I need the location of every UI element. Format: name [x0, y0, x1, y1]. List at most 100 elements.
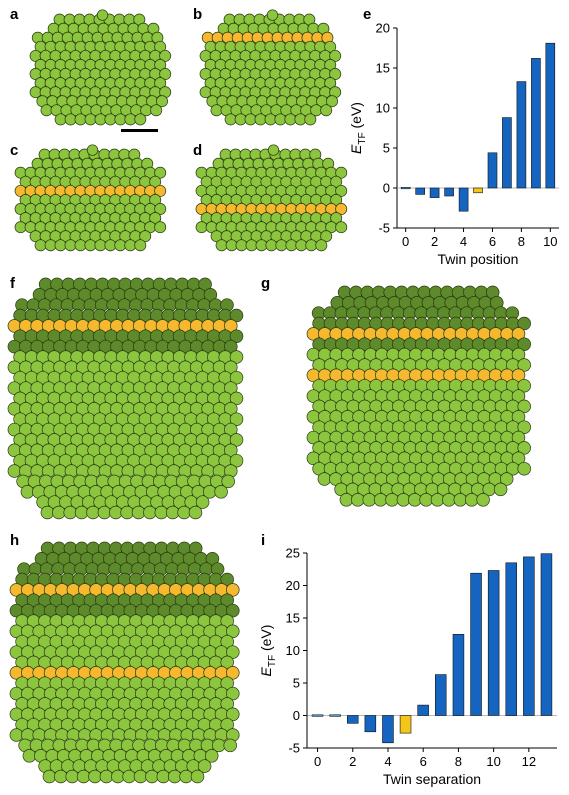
- bar-i-12: [523, 556, 535, 716]
- atom: [215, 239, 228, 252]
- panel-label-d: d: [193, 142, 203, 159]
- cluster-d: [195, 144, 348, 252]
- atom: [499, 472, 514, 486]
- y-tick-label: 15: [286, 611, 300, 626]
- bar-e-6: [487, 152, 498, 189]
- atom: [265, 239, 278, 252]
- atom: [64, 239, 77, 252]
- bar-i-7: [435, 674, 447, 716]
- panel-label-b: b: [193, 6, 203, 23]
- atom: [54, 769, 68, 784]
- atom: [396, 493, 411, 507]
- y-tick-label: 0: [293, 708, 300, 723]
- y-tick-label: -5: [288, 741, 300, 756]
- x-tick-label: 4: [460, 234, 467, 249]
- atom: [226, 686, 240, 701]
- atom: [74, 113, 87, 126]
- bar-e-2: [429, 187, 440, 198]
- atom: [114, 239, 127, 252]
- y-tick-label: 10: [286, 643, 300, 658]
- atom: [74, 505, 89, 520]
- bar-i-0: [311, 714, 324, 717]
- atom: [204, 749, 219, 763]
- atom: [324, 59, 337, 71]
- x-tick-label: 6: [420, 754, 427, 769]
- atom: [9, 728, 24, 742]
- atom: [264, 113, 277, 126]
- atom: [442, 493, 456, 507]
- atom: [221, 474, 235, 489]
- atom: [324, 40, 337, 53]
- atom: [220, 593, 234, 607]
- panel-label-f: f: [10, 275, 15, 292]
- atom: [517, 378, 531, 393]
- atom: [139, 230, 152, 243]
- panel-label-g: g: [261, 275, 271, 292]
- atom: [154, 40, 167, 53]
- atom: [97, 505, 112, 520]
- atom: [244, 113, 257, 126]
- atom: [214, 485, 228, 499]
- atom: [86, 505, 100, 520]
- atom: [330, 194, 343, 206]
- atom: [226, 707, 240, 722]
- x-tick-label: 10: [543, 234, 557, 249]
- y-tick-label: -5: [378, 221, 390, 236]
- atom: [99, 769, 114, 784]
- atom: [335, 166, 348, 179]
- atom: [165, 505, 180, 520]
- twin-atom: [226, 666, 240, 680]
- atom: [229, 433, 244, 447]
- atom: [330, 175, 343, 188]
- atom: [94, 239, 107, 252]
- atom: [124, 239, 137, 252]
- x-tick-label: 6: [489, 234, 496, 249]
- y-tick-label: 5: [383, 141, 390, 156]
- atom: [145, 769, 159, 784]
- atom: [339, 493, 354, 507]
- atom: [220, 634, 234, 649]
- cluster-c: [14, 144, 167, 252]
- twin-atom: [335, 203, 348, 215]
- chart-e-twin-position: -5 0 5 10 15 20 0 2 4 6 8 10 Twin position ETF (eV): [348, 21, 559, 267]
- atom: [104, 239, 117, 252]
- atom: [224, 422, 238, 437]
- apex-atom: [96, 9, 109, 21]
- bar-i-5: [399, 715, 412, 734]
- bar-e-9: [531, 58, 541, 189]
- atom: [190, 769, 205, 784]
- atom: [285, 239, 298, 252]
- x-axis-label: Twin separation: [383, 771, 481, 787]
- x-tick-label: 0: [314, 754, 321, 769]
- atom: [197, 759, 212, 773]
- atom: [430, 493, 445, 507]
- atom: [351, 493, 365, 507]
- atom: [224, 402, 238, 416]
- atom: [120, 505, 134, 520]
- atom: [315, 239, 328, 252]
- twin-atom: [154, 184, 167, 197]
- atom: [304, 113, 317, 126]
- atom: [94, 113, 107, 126]
- atom: [329, 68, 342, 80]
- atom: [385, 493, 399, 507]
- bar-e-10: [545, 42, 556, 189]
- atom: [74, 239, 87, 252]
- atom: [44, 239, 57, 252]
- atom: [224, 360, 238, 375]
- atom: [109, 505, 123, 520]
- atom: [156, 95, 168, 108]
- y-axis-label: ETF (eV): [258, 625, 278, 677]
- bar-i-8: [452, 634, 465, 716]
- atom: [114, 113, 127, 126]
- y-tick-label: 20: [286, 578, 300, 593]
- atom: [229, 308, 244, 323]
- panel-label-e: e: [363, 6, 372, 23]
- cluster-f: [7, 277, 244, 520]
- atom: [320, 230, 333, 243]
- y-axis-label: ETF (eV): [348, 102, 368, 154]
- atom: [220, 614, 234, 628]
- atom: [511, 410, 526, 424]
- atom: [274, 113, 287, 126]
- atom: [149, 212, 162, 225]
